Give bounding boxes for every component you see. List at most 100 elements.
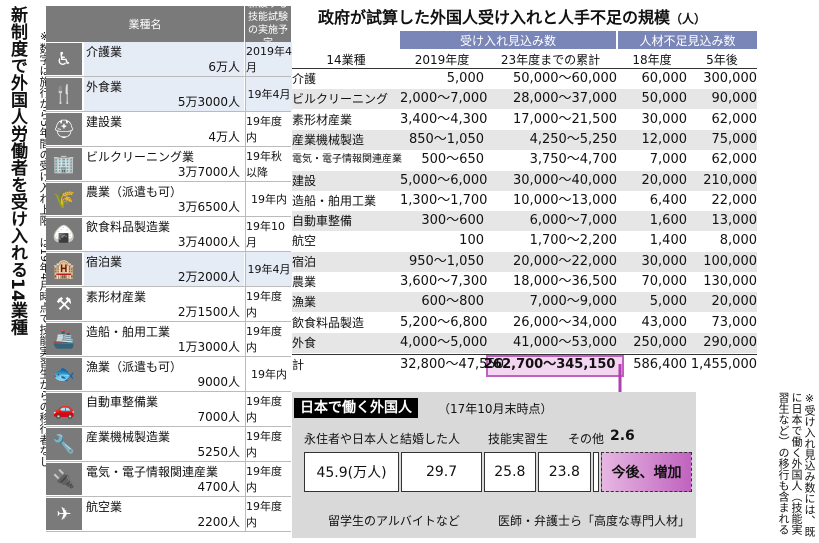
estimate-5years: 90,000	[711, 91, 758, 107]
industry-row: ♿ 介護業 6万人 2019年4月	[46, 42, 292, 77]
industry-count: 3万4000人	[177, 234, 240, 249]
estimate-2019: 3,600〜7,300	[400, 274, 488, 289]
industry-name-cell: 介護業 6万人	[84, 42, 244, 76]
wheelchair-icon: ♿	[46, 43, 82, 75]
accept-group-header: 受け入れ見込み数	[400, 31, 616, 49]
industry-name: 自動車整備業	[86, 394, 159, 409]
estimate-5years: 290,000	[703, 334, 757, 350]
estimate-2019: 600〜800	[421, 294, 484, 310]
estimate-industry: ビルクリーニング	[292, 92, 389, 107]
industry-name-cell: 産業機械製造業 5250人	[84, 427, 244, 461]
total-2018: 586,400	[633, 357, 687, 372]
exam-header: 新設する技能試験の実施予定	[245, 0, 291, 49]
estimate-cumulative: 41,000〜53,000	[513, 334, 617, 350]
exam-date: 19年内	[245, 357, 292, 391]
estimate-title-text: 政府が試算した外国人受け入れと人手不足の規模	[318, 8, 671, 27]
estimate-cumulative: 18,000〜36,500	[513, 274, 617, 289]
estimate-industry: 建設	[292, 173, 317, 188]
hotel-icon: 🏨	[46, 253, 82, 285]
industry-name: 宿泊業	[86, 254, 123, 269]
col-header-name: 14業種	[292, 50, 400, 69]
estimate-5years: 100,000	[703, 253, 757, 269]
exam-date: 19年内	[245, 182, 292, 216]
fishing-icon: 🐟	[46, 358, 82, 390]
label-student: 留学生のアルバイトなど	[328, 514, 460, 528]
exam-date: 19年度内	[245, 287, 292, 321]
industry-name-cell: 漁業（派遣も可） 9000人	[84, 357, 244, 391]
total-highlight-box	[486, 355, 624, 377]
label-permanent: 永住者や日本人と結婚した人	[304, 432, 461, 446]
segment-other	[593, 452, 599, 492]
estimate-industry: 外食	[292, 335, 317, 350]
industry-name: 造船・舶用工業	[86, 324, 171, 339]
increase-segment: 今後、増加	[600, 452, 692, 492]
industry-name: 航空業	[86, 499, 123, 514]
industry-row: 🔌 電気・電子情報関連産業 4700人 19年度内	[46, 462, 291, 497]
industry-row: 🏨 宿泊業 2万2000人 19年4月	[46, 252, 292, 287]
estimate-industry: 航空	[292, 234, 317, 249]
col-header-2018: 18年度	[617, 50, 687, 69]
industry-count: 7000人	[197, 409, 240, 424]
estimate-2019: 500〜650	[421, 152, 484, 168]
segment-permanent: 45.9(万人)	[304, 452, 399, 492]
industry-row: ⚒ 素形材産業 2万1500人 19年度内	[46, 287, 291, 322]
estimate-industry: 農業	[292, 275, 317, 289]
wheat-icon: 🌾	[46, 183, 82, 215]
industry-row: 🏢 ビルクリーニング業 3万7000人 19年秋以降	[46, 147, 291, 182]
exam-date: 19年4月	[245, 77, 292, 111]
foreign-workers-box: 日本で働く外国人 （17年10月末時点） 永住者や日本人と結婚した人 技能実習生…	[292, 392, 696, 538]
shortage-group-header: 人材不足見込み数	[618, 31, 757, 49]
estimate-unit: （人）	[670, 12, 707, 26]
estimate-cumulative: 6,000〜7,000	[529, 213, 617, 229]
estimate-5years: 210,000	[703, 172, 757, 188]
industry-name: 外食業	[86, 79, 123, 94]
estimate-cumulative: 26,000〜34,000	[513, 314, 617, 330]
estimate-row: 建設 5,000〜6,000 30,000〜40,000 20,000 210,000	[292, 170, 757, 191]
industry-count: 2万1500人	[177, 304, 240, 319]
estimate-2019: 1,300〜1,700	[400, 192, 488, 208]
estimate-2018: 6,400	[649, 192, 687, 208]
industry-count: 2200人	[197, 514, 240, 529]
food-factory-icon: 🍙	[46, 218, 82, 250]
industry-table: 業種名 新設する技能試験の実施予定 ♿ 介護業 6万人 2019年4月 🍴 外食業 5万30…	[46, 0, 292, 534]
industry-name-cell: 航空業 2200人	[84, 497, 244, 531]
main-title: 新制度で外国人労働者を受け入れる14業種	[7, 6, 27, 336]
estimate-2018: 50,000	[641, 91, 688, 107]
estimate-row: 産業機械製造 850〜1,050 4,250〜5,250 12,000 75,000	[292, 129, 757, 150]
estimate-cumulative: 28,000〜37,000	[513, 91, 617, 107]
industry-count: 9000人	[197, 374, 240, 389]
estimate-2018: 1,600	[649, 213, 687, 229]
industry-name-cell: 電気・電子情報関連産業 4700人	[84, 462, 244, 496]
estimate-2018: 20,000	[641, 172, 688, 188]
industry-name-cell: 飲食料品製造業 3万4000人	[84, 217, 244, 251]
estimate-2019: 5,000〜6,000	[400, 172, 488, 188]
estimate-2019: 2,000〜7,000	[400, 91, 488, 107]
exam-date: 19年度内	[245, 322, 292, 356]
exam-date: 19年10月	[245, 217, 292, 251]
industry-row: 🍙 飲食料品製造業 3万4000人 19年10月	[46, 217, 291, 252]
estimate-2019: 3,400〜4,300	[400, 111, 488, 127]
industry-name: 素形材産業	[86, 289, 147, 304]
estimate-cumulative: 7,000〜9,000	[529, 294, 617, 310]
estimate-2018: 30,000	[641, 111, 688, 127]
industry-count: 3万7000人	[177, 164, 240, 179]
estimate-row: 外食 4,000〜5,000 41,000〜53,000 250,000 290,000	[292, 332, 757, 353]
helmet-icon: ⛑	[46, 113, 82, 145]
industry-name: 電気・電子情報関連産業	[86, 464, 219, 479]
industry-header: 業種名	[46, 6, 244, 42]
industry-row: 🚗 自動車整備業 7000人 19年度内	[46, 392, 291, 427]
estimate-industry: 飲食料品製造	[292, 315, 365, 330]
estimate-2018: 250,000	[633, 334, 687, 350]
estimate-5years: 20,000	[711, 294, 758, 310]
label-trainee: 技能実習生	[488, 432, 549, 446]
foreign-workers-date: （17年10月末時点）	[438, 402, 553, 416]
workers-bar: 45.9(万人) 29.7 25.8 23.8 今後、増加	[304, 452, 692, 492]
total-row: 計 32,800〜47,550 262,700〜345,150 586,400 …	[292, 354, 757, 377]
industry-name: 介護業	[86, 44, 123, 59]
exam-date: 19年度内	[245, 462, 292, 496]
drill-icon: 🔌	[46, 463, 82, 495]
estimate-2019: 850〜1,050	[408, 131, 484, 147]
estimate-row: 電気・電子情報関連産業 500〜650 3,750〜4,700 7,000 62,000	[292, 150, 757, 170]
estimate-2019: 950〜1,050	[408, 253, 484, 269]
estimate-cumulative: 3,750〜4,700	[529, 152, 617, 168]
